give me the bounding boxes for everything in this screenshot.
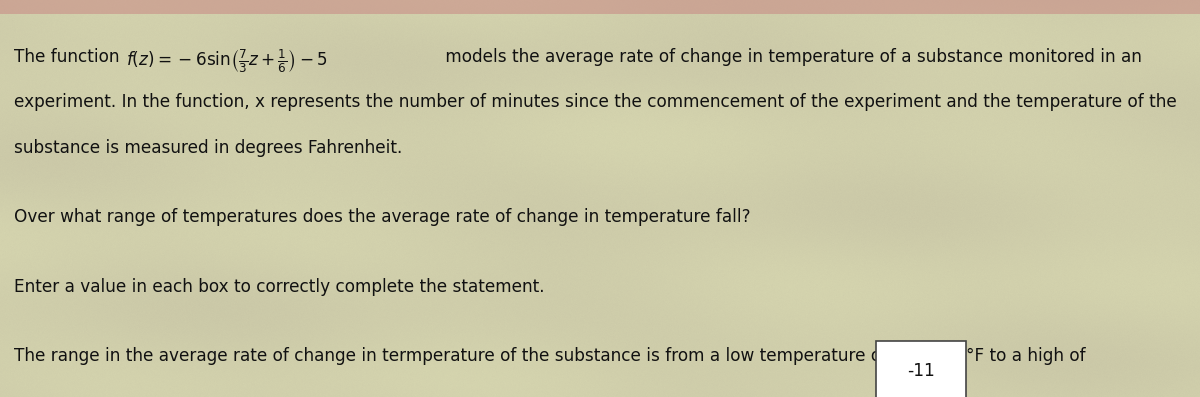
Text: models the average rate of change in temperature of a substance monitored in an: models the average rate of change in tem… (440, 48, 1142, 66)
Text: The range in the average rate of change in termperature of the substance is from: The range in the average rate of change … (14, 347, 888, 365)
Text: Enter a value in each box to correctly complete the statement.: Enter a value in each box to correctly c… (14, 278, 545, 296)
Text: $f(z)=-6\sin\!\left(\frac{7}{3}z+\frac{1}{6}\right)-5$: $f(z)=-6\sin\!\left(\frac{7}{3}z+\frac{1… (126, 48, 328, 75)
Bar (0, 0, 1200, 14)
Text: °F to a high of: °F to a high of (966, 347, 1086, 365)
FancyBboxPatch shape (876, 341, 966, 397)
Text: -11: -11 (907, 362, 935, 380)
Text: substance is measured in degrees Fahrenheit.: substance is measured in degrees Fahrenh… (14, 139, 403, 157)
Text: experiment. In the function, x represents the number of minutes since the commen: experiment. In the function, x represent… (14, 93, 1177, 111)
Text: Over what range of temperatures does the average rate of change in temperature f: Over what range of temperatures does the… (14, 208, 751, 226)
Text: The function: The function (14, 48, 131, 66)
